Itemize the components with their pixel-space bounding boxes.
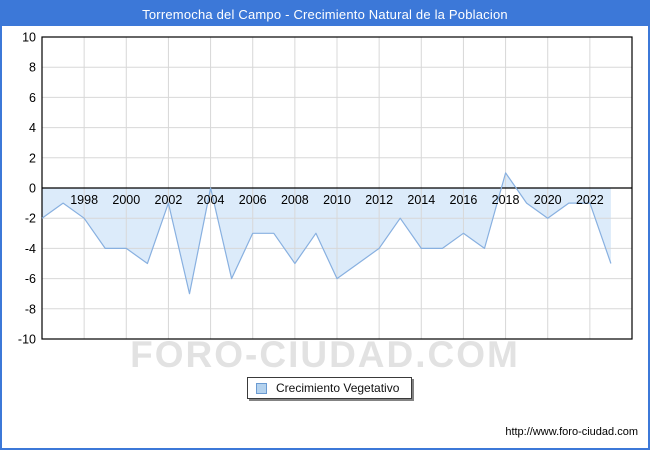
y-tick-label: -8 [25, 302, 36, 316]
y-tick-label: -2 [25, 212, 36, 226]
y-tick-label: 6 [29, 91, 36, 105]
plot-border [41, 36, 633, 340]
x-tick-label: 2008 [281, 193, 309, 207]
y-tick-label: -10 [18, 333, 36, 347]
y-axis-labels: 10 8 6 4 2 0 -2 -4 -6 -8 -10 [18, 31, 36, 347]
x-tick-label: 2020 [534, 193, 562, 207]
x-tick-label: 2016 [450, 193, 478, 207]
legend-item-crecimiento-vegetativo[interactable]: Crecimiento Vegetativo [247, 377, 413, 399]
data-line-crecimiento-vegetativo [41, 172, 612, 295]
x-tick-label: 2006 [239, 193, 267, 207]
area-chart: 1998 2000 2002 2004 2006 2008 2010 2012 2014 2016… [18, 31, 633, 347]
legend-swatch-icon [256, 382, 267, 394]
x-tick-label: 2010 [323, 193, 351, 207]
y-tick-label: -6 [25, 272, 36, 286]
y-tick-label: 10 [22, 31, 36, 45]
x-tick-label: 2002 [155, 193, 183, 207]
legend-label: Crecimiento Vegetativo [276, 381, 400, 395]
x-axis-labels: 1998 2000 2002 2004 2006 2008 2010 2012 2014 2016… [70, 193, 604, 207]
footer-url-link[interactable]: http://www.foro-ciudad.com [505, 426, 638, 438]
chart-title: Torremocha del Campo - Crecimiento Natur… [142, 6, 508, 22]
y-tick-label: 8 [29, 61, 36, 75]
y-tick-label: 2 [29, 151, 36, 165]
y-tick-label: 0 [29, 182, 36, 196]
x-tick-label: 2012 [365, 193, 393, 207]
y-tick-label: -4 [25, 242, 36, 256]
area-fill [42, 172, 611, 294]
x-tick-label: 1998 [70, 193, 98, 207]
x-tick-label: 2018 [492, 193, 520, 207]
chart-canvas: FORO-CIUDAD.COM 1998 2000 2002 2004 2006 2008… [2, 26, 648, 448]
x-tick-label: 2004 [197, 193, 225, 207]
x-tick-label: 2000 [112, 193, 140, 207]
watermark-text: FORO-CIUDAD.COM [130, 334, 520, 375]
x-tick-label: 2014 [407, 193, 435, 207]
x-tick-label: 2022 [576, 193, 604, 207]
title-bar: Torremocha del Campo - Crecimiento Natur… [2, 2, 648, 26]
y-tick-label: 4 [29, 121, 36, 135]
